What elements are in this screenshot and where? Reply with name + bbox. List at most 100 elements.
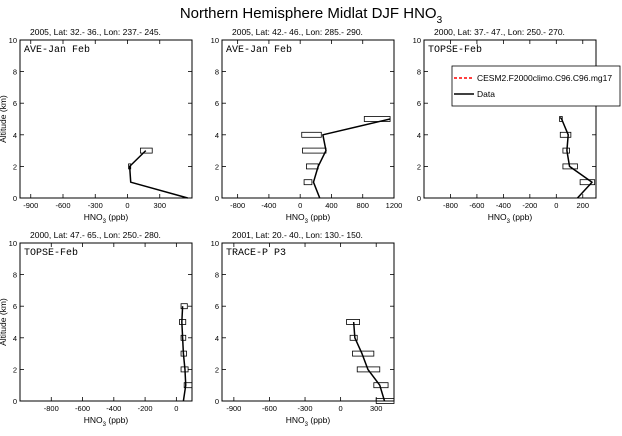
panel-header: 2000, Lat: 47.- 65., Lon: 250.- 280. (30, 230, 161, 240)
x-tick-label: -800 (44, 404, 59, 413)
x-tick-label: 300 (370, 404, 383, 413)
x-tick-label: -600 (469, 201, 484, 210)
x-tick-label: 0 (125, 201, 129, 210)
data-range-box (562, 147, 570, 154)
panel-header: 2005, Lat: 42.- 46., Lon: 285.- 290. (232, 27, 363, 37)
data-range-box (303, 179, 313, 186)
x-tick-label: 1200 (386, 201, 403, 210)
x-tick-label: -800 (230, 201, 245, 210)
panel-1: 2005, Lat: 32.- 36., Lon: 237.- 245. AVE-… (0, 27, 193, 225)
y-tick-label: 0 (215, 194, 219, 203)
plot-frame (19, 39, 193, 199)
data-range-box (349, 334, 358, 341)
x-tick-label: 0 (298, 201, 302, 210)
y-tick-label: 2 (215, 365, 219, 374)
plot-frame (423, 39, 597, 199)
data-profile-line (181, 306, 187, 402)
y-tick-label: 0 (13, 397, 17, 406)
x-tick-label: 400 (325, 201, 338, 210)
y-tick-label: 10 (9, 239, 17, 248)
x-tick-label: -400 (261, 201, 276, 210)
data-range-box (562, 163, 578, 170)
panel-header: 2005, Lat: 32.- 36., Lon: 237.- 245. (30, 27, 161, 37)
y-tick-label: 0 (417, 194, 421, 203)
x-tick-label: -800 (443, 201, 458, 210)
x-tick-label: 0 (339, 404, 343, 413)
y-tick-label: 6 (13, 302, 17, 311)
legend-box (451, 65, 621, 107)
campaign-label: AVE-Jan Feb (226, 44, 292, 56)
panel-2: 2005, Lat: 42.- 46., Lon: 285.- 290. AVE-… (211, 27, 403, 225)
y-tick-label: 0 (215, 397, 219, 406)
y-tick-label: 10 (413, 36, 421, 45)
data-range-box (302, 147, 327, 154)
data-range-box (180, 303, 188, 310)
x-tick-label: -900 (226, 404, 241, 413)
x-tick-label: 0 (554, 201, 558, 210)
x-axis-label: HNO3 (ppb) (488, 212, 533, 225)
y-tick-label: 0 (13, 194, 17, 203)
plot-frame (19, 242, 193, 402)
x-axis-label: HNO3 (ppb) (286, 415, 331, 428)
y-tick-label: 8 (215, 271, 219, 280)
plot-frame (221, 39, 395, 199)
data-range-box (375, 398, 395, 404)
panel-4: 2000, Lat: 47.- 65., Lon: 250.- 280. TOPS… (0, 230, 193, 428)
y-tick-label: 4 (417, 131, 421, 140)
y-tick-label: 4 (13, 131, 17, 140)
y-tick-label: 10 (211, 36, 219, 45)
y-tick-label: 2 (417, 162, 421, 171)
y-tick-label: 8 (13, 271, 17, 280)
data-range-box (139, 147, 153, 154)
x-tick-label: 800 (356, 201, 369, 210)
data-profile-line (312, 118, 391, 199)
y-tick-label: 4 (13, 334, 17, 343)
campaign-label: AVE-Jan Feb (24, 44, 90, 56)
y-tick-label: 4 (215, 131, 219, 140)
legend-label: Data (477, 89, 495, 99)
x-axis-label: HNO3 (ppb) (286, 212, 331, 225)
data-range-box (559, 131, 572, 138)
x-tick-label: -200 (522, 201, 537, 210)
y-tick-label: 10 (9, 36, 17, 45)
x-tick-label: -900 (23, 201, 38, 210)
figure-title: Northern Hemisphere Midlat DJF HNO3 (180, 5, 443, 26)
campaign-label: TOPSE-Feb (24, 247, 78, 259)
panel-header: 2000, Lat: 37.- 47., Lon: 250.- 270. (434, 27, 565, 37)
x-tick-label: 200 (577, 201, 590, 210)
plot-frame (221, 242, 395, 402)
y-tick-label: 2 (13, 365, 17, 374)
data-range-box (306, 163, 319, 170)
x-tick-label: -600 (75, 404, 90, 413)
x-tick-label: -200 (138, 404, 153, 413)
x-tick-label: -600 (262, 404, 277, 413)
x-axis-label: HNO3 (ppb) (84, 415, 129, 428)
y-tick-label: 6 (215, 99, 219, 108)
data-profile-line (352, 321, 386, 402)
y-tick-label: 8 (215, 68, 219, 77)
x-tick-label: -400 (106, 404, 121, 413)
y-axis-label: Altitude (km) (0, 298, 8, 346)
y-tick-label: 10 (211, 239, 219, 248)
y-tick-label: 8 (417, 68, 421, 77)
x-tick-label: -600 (55, 201, 70, 210)
x-tick-label: -300 (88, 201, 103, 210)
legend: CESM2.F2000climo.C96.C96.mg17 Data (451, 65, 621, 107)
data-range-box (356, 366, 381, 373)
x-tick-label: -300 (298, 404, 313, 413)
y-tick-label: 6 (215, 302, 219, 311)
data-range-box (346, 319, 361, 325)
campaign-label: TOPSE-Feb (428, 44, 482, 56)
y-tick-label: 8 (13, 68, 17, 77)
y-tick-label: 2 (13, 162, 17, 171)
x-tick-label: 300 (153, 201, 166, 210)
y-tick-label: 2 (215, 162, 219, 171)
data-range-box (301, 131, 322, 138)
y-tick-label: 6 (417, 99, 421, 108)
panel-header: 2001, Lat: 20.- 40., Lon: 130.- 150. (232, 230, 363, 240)
y-tick-label: 4 (215, 334, 219, 343)
x-tick-label: -400 (496, 201, 511, 210)
data-profile-line (559, 116, 593, 199)
legend-label: CESM2.F2000climo.C96.C96.mg17 (477, 73, 612, 83)
